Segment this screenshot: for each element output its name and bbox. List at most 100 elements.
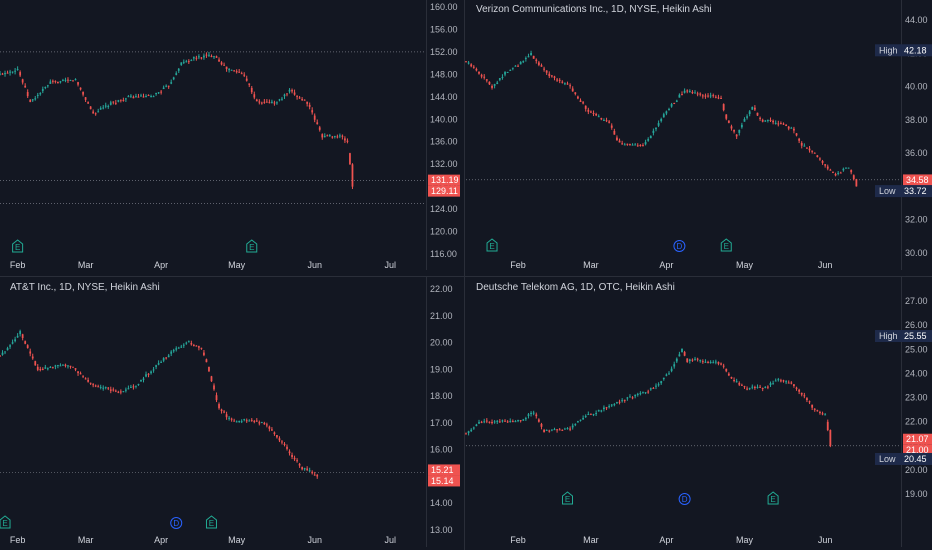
candle-body <box>709 95 712 97</box>
candle-body <box>816 410 819 412</box>
y-tick-label: 19.00 <box>905 489 928 499</box>
candle-body <box>668 108 670 111</box>
candle-body <box>605 120 608 122</box>
last-price-label: 34.58 <box>906 175 929 185</box>
y-tick-label: 20.00 <box>905 465 928 475</box>
candle-body <box>140 95 142 97</box>
candle-body <box>785 124 788 126</box>
candle-body <box>504 72 506 75</box>
candle-body <box>39 93 42 95</box>
candle-body <box>31 356 34 359</box>
candle-body <box>157 92 160 94</box>
dividend-icon <box>673 240 686 252</box>
candle-body <box>268 102 271 104</box>
candle-body <box>321 134 324 138</box>
candle-body <box>220 62 223 65</box>
candle-body <box>691 359 694 361</box>
candle-body <box>608 121 611 123</box>
candle-body <box>89 382 92 384</box>
candle-body <box>665 111 668 114</box>
candle-body <box>230 69 233 71</box>
candle-body <box>501 420 504 422</box>
candle-body <box>51 80 54 82</box>
low-value: 33.72 <box>904 186 927 196</box>
high-value: 42.18 <box>904 45 927 55</box>
candle-body <box>764 120 767 122</box>
candle-body <box>112 101 115 103</box>
candle-body <box>170 82 173 84</box>
candle-body <box>281 98 283 100</box>
y-tick-label: 26.00 <box>905 320 928 330</box>
candle-body <box>777 379 780 381</box>
candle-body <box>291 89 293 92</box>
candle-body <box>198 56 200 58</box>
candle-body <box>478 71 480 74</box>
candle-body <box>137 96 140 98</box>
candle-body <box>556 429 559 431</box>
candle-body <box>574 424 577 426</box>
low-label: Low <box>879 454 896 464</box>
candle-body <box>832 171 834 173</box>
candle-body <box>709 361 712 363</box>
candle-body <box>130 95 132 97</box>
candle-body <box>543 429 545 433</box>
candle-body <box>730 126 733 129</box>
candle-body <box>566 83 569 85</box>
candle-body <box>595 113 598 116</box>
candle-body <box>250 419 253 421</box>
candle-body <box>673 364 676 367</box>
candle-body <box>795 387 798 389</box>
candle-body <box>107 387 110 389</box>
candle-body <box>160 91 163 93</box>
candle-body <box>318 127 321 130</box>
x-tick-label: Jul <box>384 260 396 270</box>
low-badge <box>875 185 932 198</box>
candle-body <box>316 122 319 125</box>
candle-body <box>82 91 84 95</box>
candle-body <box>271 429 273 431</box>
y-tick-label: 40.00 <box>905 82 928 92</box>
candle-body <box>255 420 258 422</box>
earnings-icon <box>767 491 779 505</box>
candle-body <box>296 95 298 97</box>
candle-body <box>59 81 62 83</box>
candle-body <box>326 135 329 137</box>
candle-body <box>834 173 837 176</box>
candle-body <box>165 357 168 359</box>
candle-body <box>175 348 178 350</box>
candle-body <box>172 350 175 352</box>
x-tick-label: May <box>736 535 754 545</box>
candle-body <box>271 101 273 103</box>
candle-body <box>57 81 59 84</box>
candle-body <box>200 57 203 59</box>
candle-body <box>64 364 67 367</box>
candle-body <box>253 94 256 98</box>
x-tick-label: Jun <box>307 535 322 545</box>
candle-body <box>681 348 683 353</box>
candle-body <box>253 420 256 422</box>
candle-body <box>623 144 626 146</box>
candle-body <box>36 366 39 370</box>
candle-body <box>824 164 827 166</box>
candle-body <box>597 410 600 412</box>
candle-body <box>150 96 152 98</box>
candle-body <box>59 365 62 367</box>
x-tick-label: Feb <box>510 260 526 270</box>
candle-body <box>686 358 689 363</box>
candle-body <box>691 91 694 94</box>
candle-body <box>720 97 722 99</box>
candle-body <box>125 98 127 100</box>
candle-body <box>616 137 618 141</box>
candle-body <box>273 102 276 104</box>
candle-body <box>852 175 855 180</box>
candle-body <box>0 355 1 357</box>
candle-body <box>142 378 145 380</box>
candle-body <box>263 422 266 425</box>
candle-body <box>699 360 702 362</box>
candle-body <box>618 401 621 403</box>
candle-body <box>766 386 769 388</box>
candle-body <box>563 428 566 430</box>
candle-body <box>119 99 122 101</box>
candle-body <box>850 170 853 173</box>
